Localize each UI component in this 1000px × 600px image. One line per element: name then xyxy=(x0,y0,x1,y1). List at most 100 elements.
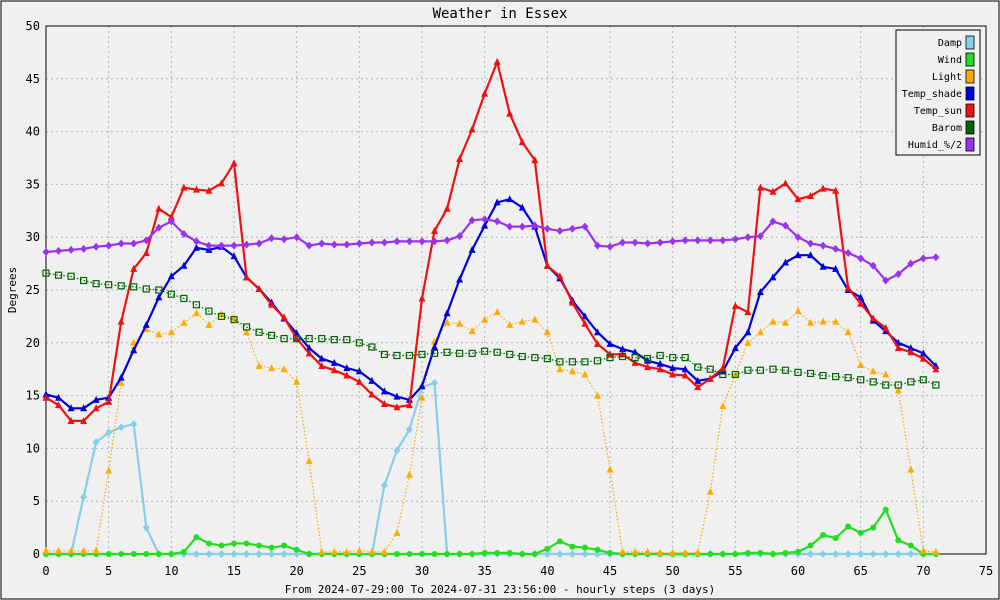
data-point-temp-shade xyxy=(192,243,200,251)
x-tick-label: 45 xyxy=(603,564,617,578)
data-point-barom xyxy=(117,282,125,290)
data-point-wind xyxy=(882,506,889,513)
data-point-barom xyxy=(192,301,200,309)
data-point-barom xyxy=(205,307,213,315)
data-point-temp-sun xyxy=(443,204,451,212)
data-point-temp-sun xyxy=(42,393,50,401)
y-tick-label: 5 xyxy=(33,494,40,508)
data-point-barom xyxy=(844,374,852,382)
data-point-barom xyxy=(819,371,827,380)
data-point-light xyxy=(481,315,489,323)
data-point-wind xyxy=(769,551,776,557)
data-point-humid-2 xyxy=(405,237,413,246)
data-point-humid-2 xyxy=(719,236,727,245)
data-point-barom xyxy=(706,365,714,373)
data-point-temp-shade xyxy=(794,251,802,259)
data-point-wind xyxy=(857,529,864,536)
data-point-wind xyxy=(456,551,463,557)
x-tick-label: 35 xyxy=(477,564,491,578)
data-point-wind xyxy=(732,551,739,557)
x-tick-label: 40 xyxy=(540,564,554,578)
data-point-temp-sun xyxy=(744,308,752,316)
data-point-temp-sun xyxy=(844,283,852,291)
data-point-humid-2 xyxy=(468,216,476,225)
data-point-temp-shade xyxy=(230,252,238,260)
data-point-temp-sun xyxy=(781,179,789,187)
data-point-light xyxy=(155,330,163,338)
data-point-damp xyxy=(217,550,225,558)
data-point-temp-shade xyxy=(769,273,777,281)
data-point-barom xyxy=(531,353,539,362)
data-point-damp xyxy=(405,425,413,434)
data-point-temp-shade xyxy=(481,221,489,229)
data-point-temp-sun xyxy=(819,184,827,192)
data-point-humid-2 xyxy=(443,236,451,245)
data-point-wind xyxy=(281,542,288,549)
data-point-light xyxy=(644,547,652,555)
data-point-damp xyxy=(882,550,890,558)
data-point-temp-sun xyxy=(380,400,388,408)
data-point-temp-shade xyxy=(431,343,439,351)
data-point-humid-2 xyxy=(205,241,213,250)
data-point-humid-2 xyxy=(581,222,589,231)
data-point-wind xyxy=(205,540,212,547)
x-axis-title: From 2024-07-29:00 To 2024-07-31 23:56:0… xyxy=(285,583,715,596)
data-point-temp-shade xyxy=(130,346,138,354)
data-point-humid-2 xyxy=(807,239,815,248)
y-tick-label: 30 xyxy=(26,230,40,244)
data-point-light xyxy=(418,393,426,401)
data-point-temp-sun xyxy=(230,159,238,167)
data-point-temp-shade xyxy=(456,275,464,283)
data-point-damp xyxy=(192,550,200,558)
data-point-light xyxy=(744,338,752,346)
data-point-humid-2 xyxy=(656,238,664,247)
data-point-humid-2 xyxy=(67,245,75,254)
legend-swatch xyxy=(965,103,975,118)
data-point-barom xyxy=(430,349,439,357)
data-point-barom xyxy=(318,334,326,343)
data-point-humid-2 xyxy=(844,249,852,258)
data-point-light xyxy=(42,546,50,554)
series-humid-2 xyxy=(42,215,940,285)
data-point-temp-sun xyxy=(882,324,890,332)
data-point-temp-shade xyxy=(506,195,514,203)
data-point-light xyxy=(769,317,777,325)
data-point-temp-sun xyxy=(205,186,213,194)
data-point-humid-2 xyxy=(932,253,940,262)
data-point-temp-sun xyxy=(305,349,313,357)
data-point-barom xyxy=(280,334,288,343)
data-point-temp-shade xyxy=(368,376,376,384)
data-point-damp xyxy=(556,550,564,558)
data-point-humid-2 xyxy=(330,240,338,249)
data-point-humid-2 xyxy=(882,276,890,285)
data-point-barom xyxy=(932,381,940,389)
data-point-temp-shade xyxy=(305,344,313,352)
data-point-temp-shade xyxy=(807,251,815,259)
data-point-barom xyxy=(518,352,526,361)
x-tick-label: 0 xyxy=(42,564,49,578)
data-point-wind xyxy=(907,542,914,549)
data-point-humid-2 xyxy=(857,254,865,263)
data-point-light xyxy=(669,548,677,556)
data-point-humid-2 xyxy=(355,239,363,248)
data-point-wind xyxy=(268,544,275,551)
data-point-barom xyxy=(606,353,614,362)
legend-label: Temp_sun xyxy=(914,106,962,117)
data-point-light xyxy=(894,386,902,394)
x-tick-label: 50 xyxy=(665,564,679,578)
x-tick-label: 55 xyxy=(728,564,742,578)
data-point-humid-2 xyxy=(155,223,163,232)
data-point-wind xyxy=(519,551,526,557)
data-point-light xyxy=(130,338,138,346)
data-point-humid-2 xyxy=(42,247,50,256)
data-point-wind xyxy=(406,551,413,557)
data-point-light xyxy=(781,318,789,326)
x-tick-label: 65 xyxy=(853,564,867,578)
data-point-wind xyxy=(757,549,764,556)
data-point-humid-2 xyxy=(268,234,276,243)
data-point-temp-sun xyxy=(919,354,927,362)
data-point-temp-sun xyxy=(468,125,476,133)
data-point-barom xyxy=(756,366,765,374)
data-point-light xyxy=(293,377,301,385)
